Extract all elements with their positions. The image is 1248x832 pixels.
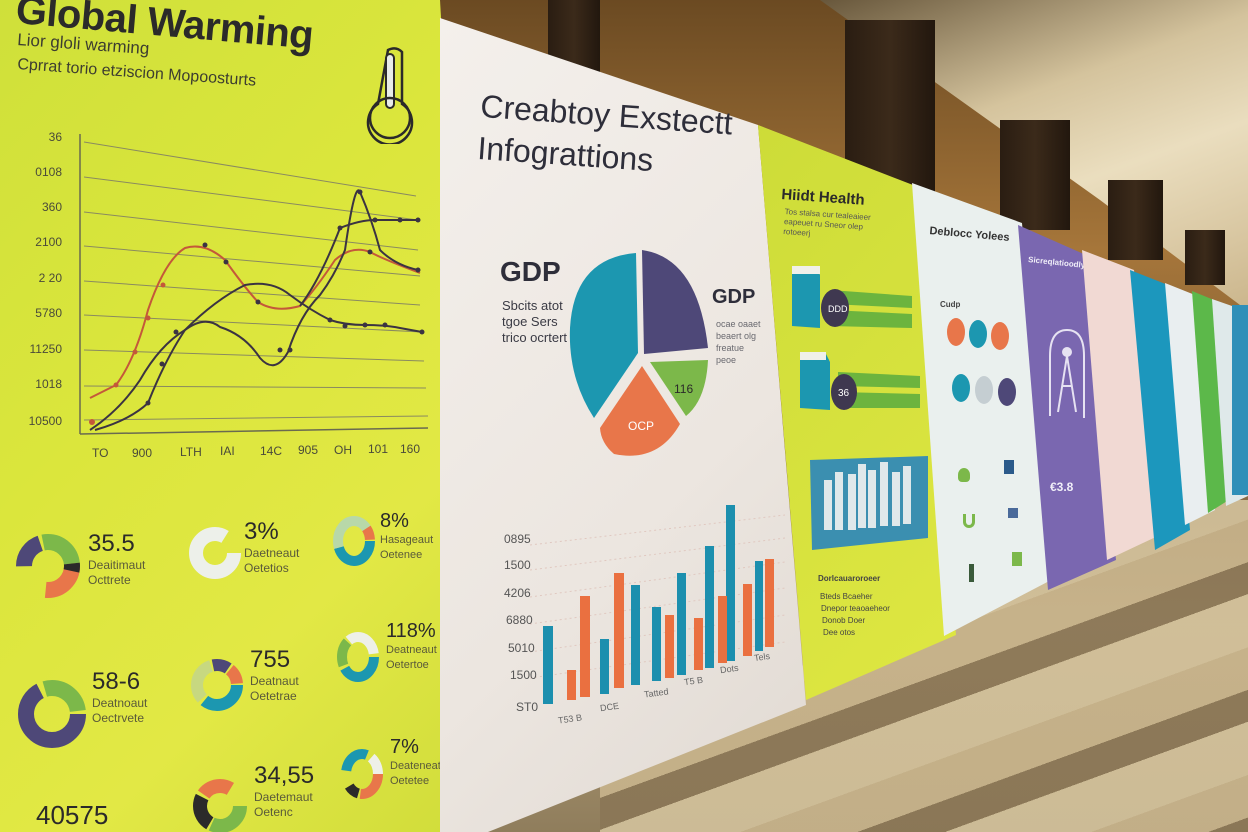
stat-value: €3.8 [1050, 480, 1074, 494]
footer-line: Dee otos [823, 628, 856, 637]
pie-label: OCP [628, 419, 654, 433]
circle-badge [947, 318, 965, 346]
chart-icon [1012, 552, 1022, 566]
svg-text:DDD: DDD [828, 304, 848, 314]
pillar [1000, 120, 1070, 230]
y-tick: 1018 [35, 377, 62, 391]
footer-line: Donob Doer [822, 616, 866, 625]
gdp-heading: GDP [712, 286, 756, 308]
tree-icon [969, 564, 974, 582]
stat-item: 40575 [36, 800, 109, 830]
y-tick: 360 [41, 200, 62, 214]
pillar [1185, 230, 1225, 285]
box-icon [1008, 508, 1018, 518]
donut-chart [191, 659, 243, 711]
y-tick: 4206 [504, 586, 531, 600]
circle-badge [998, 378, 1016, 406]
y-tick: ST0 [516, 700, 539, 714]
x-tick: TO [92, 446, 109, 460]
donut-chart [341, 749, 383, 799]
thermometer-icon [366, 47, 414, 144]
x-tick: LTH [180, 445, 202, 459]
pie-label: 116 [674, 382, 693, 396]
poster-heading: Cudp [940, 300, 961, 309]
donut-chart [333, 516, 375, 566]
svg-text:36: 36 [838, 388, 850, 399]
x-tick: OH [334, 443, 352, 457]
footer-line: Bteds Bcaeher [820, 592, 873, 601]
mini-bar-chart [810, 456, 928, 550]
y-tick: 6880 [506, 613, 533, 627]
x-tick: IAI [220, 444, 235, 458]
y-tick: 0895 [504, 532, 531, 546]
x-tick: 14C [260, 444, 283, 458]
gdp-description: Sbcits atot tgoe Sers trico ocrtert [502, 298, 568, 345]
flag-icon [1004, 460, 1014, 474]
y-tick: 0108 [35, 165, 62, 179]
stat-item: 7% Deateneat Oetetee [390, 736, 441, 787]
stat-item: 118% Deatneaut Oetertoe [386, 620, 437, 671]
footer-line: Dnepor teaoaeheor [821, 604, 890, 613]
circle-badge [991, 322, 1009, 350]
x-tick: 900 [132, 446, 153, 460]
stat-item: 58-6 Deatnoaut Oectrvete [92, 668, 148, 725]
donut-chart [189, 527, 241, 579]
y-tick: 2100 [35, 235, 62, 249]
leaf-icon [963, 514, 975, 528]
y-tick: 11250 [29, 342, 62, 356]
y-tick: 1500 [504, 558, 531, 572]
y-tick: 2 20 [38, 271, 62, 285]
circle-badge [969, 320, 987, 348]
poster-title: Creabtoy Exstectt Infograttions [476, 87, 734, 179]
y-tick: 5010 [508, 641, 535, 655]
poster-distant [1232, 305, 1248, 495]
stat-item: 3% Daetneaut Oetetios [244, 518, 300, 575]
pie-chart: 116 OCP [569, 250, 708, 456]
x-tick: 160 [400, 442, 421, 456]
x-tick: 905 [298, 443, 319, 457]
donut-chart [337, 632, 379, 682]
x-tick: 101 [368, 442, 389, 456]
circle-badge [952, 374, 970, 402]
stat-item: 755 Deatnaut Oetetrae [250, 646, 299, 703]
stat-item: 8% Hasageaut Oetenee [380, 510, 434, 561]
tower-icon [1049, 328, 1085, 418]
stat-item: 35.5 Deaitimaut Octtrete [88, 530, 146, 587]
y-tick: 36 [48, 130, 62, 144]
pillar [1108, 180, 1163, 260]
line-chart [79, 134, 429, 435]
circle-badge [975, 376, 993, 404]
y-tick: 10500 [28, 414, 62, 428]
y-tick: 1500 [510, 668, 537, 682]
y-tick: 5780 [35, 306, 62, 320]
donut-chart [193, 779, 247, 832]
plant-icon [958, 468, 970, 482]
donut-chart [16, 534, 80, 598]
gdp-heading: GDP [500, 256, 561, 287]
stat-item: 34,55 Daetemaut Oetenc [254, 762, 315, 819]
footer-heading: Dorlcauaroroeer [818, 574, 881, 583]
gdp-description: ocae oaaet beaert olg freatue peoe [716, 319, 761, 365]
bar-chart [530, 505, 786, 704]
donut-chart [18, 680, 86, 748]
folder-graphic: DDD 36 [792, 266, 920, 410]
